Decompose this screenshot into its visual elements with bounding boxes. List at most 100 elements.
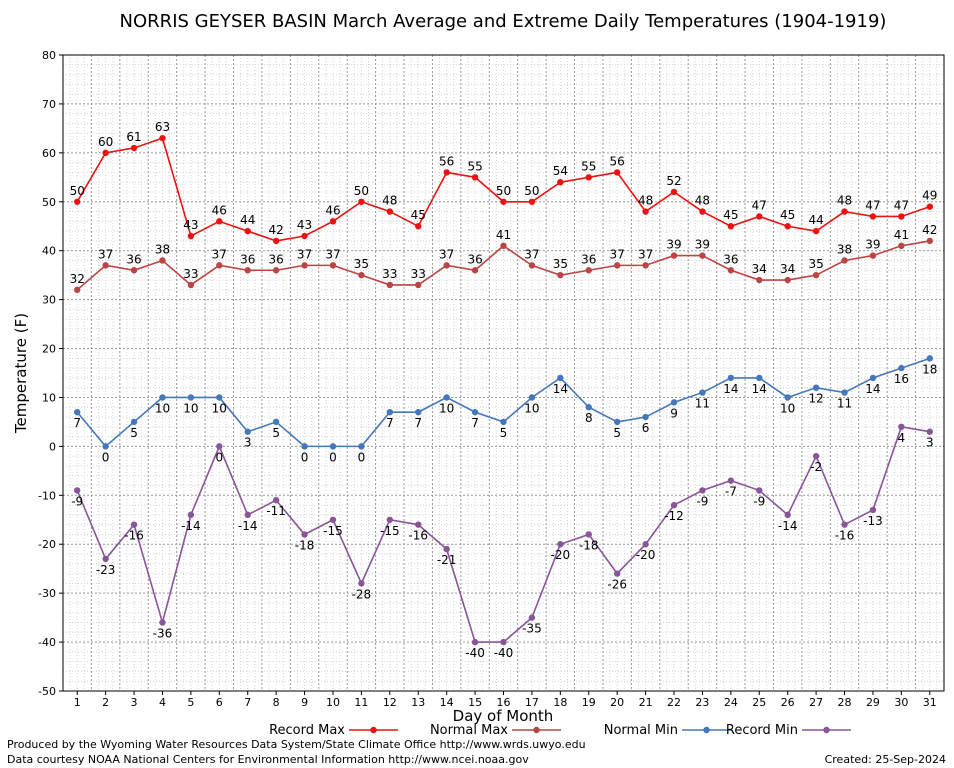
data-point — [642, 541, 649, 548]
data-label: 54 — [553, 164, 568, 178]
x-tick-label: 27 — [809, 696, 823, 709]
data-point — [500, 242, 507, 249]
x-tick-label: 11 — [354, 696, 368, 709]
data-point — [756, 213, 763, 220]
data-label: -18 — [295, 538, 315, 552]
data-point — [500, 198, 507, 205]
data-label: 46 — [212, 203, 227, 217]
data-label: 33 — [382, 267, 397, 281]
data-point — [102, 149, 109, 157]
data-point — [415, 521, 422, 528]
data-label: 10 — [439, 401, 454, 415]
data-point — [699, 252, 706, 259]
data-point — [557, 374, 564, 382]
data-point — [727, 223, 735, 230]
data-label: 55 — [581, 159, 596, 173]
data-point — [386, 516, 394, 523]
x-tick-label: 22 — [667, 696, 681, 709]
data-label: 35 — [354, 257, 369, 271]
data-label: 44 — [808, 213, 823, 227]
data-label: -11 — [266, 504, 286, 518]
data-point — [443, 169, 450, 176]
data-point — [926, 428, 933, 435]
data-label: -20 — [551, 548, 571, 562]
data-label: -14 — [778, 519, 798, 533]
data-label: 3 — [926, 436, 934, 450]
data-point — [301, 262, 308, 269]
data-label: -26 — [607, 578, 627, 592]
data-label: -2 — [810, 460, 822, 474]
data-point — [613, 570, 621, 577]
data-point — [926, 237, 933, 245]
data-label: 32 — [70, 272, 85, 286]
x-tick-label: 7 — [244, 696, 251, 709]
grid — [63, 55, 944, 691]
data-label: 5 — [613, 426, 621, 440]
data-point — [756, 374, 763, 382]
data-point — [898, 242, 905, 249]
data-label: 0 — [358, 450, 366, 464]
x-tick-label: 15 — [468, 696, 482, 709]
x-tick-label: 9 — [301, 696, 308, 709]
x-tick-label: 4 — [159, 696, 166, 709]
data-point — [898, 423, 905, 431]
x-tick-label: 16 — [497, 696, 511, 709]
x-tick-label: 2 — [102, 696, 109, 709]
data-label: 36 — [269, 252, 284, 266]
data-label: -13 — [863, 514, 883, 528]
x-tick-label: 30 — [894, 696, 908, 709]
y-tick-label: 10 — [42, 391, 56, 404]
legend-marker — [703, 726, 710, 734]
data-label: 50 — [354, 184, 369, 198]
data-label: 55 — [467, 159, 482, 173]
data-label: 48 — [638, 194, 653, 208]
data-label: 0 — [301, 450, 309, 464]
data-label: 52 — [666, 174, 681, 188]
data-label: 33 — [183, 267, 198, 281]
data-label: -16 — [408, 529, 428, 543]
footer-data-courtesy: Data courtesy NOAA National Centers for … — [7, 753, 529, 766]
data-label: -15 — [380, 524, 400, 538]
data-label: 43 — [183, 218, 198, 232]
data-point — [528, 394, 536, 401]
data-point — [159, 619, 166, 626]
data-point — [272, 267, 280, 274]
data-label: 61 — [126, 130, 141, 144]
data-point — [272, 497, 280, 504]
legend-item: Normal Min — [604, 723, 731, 738]
data-label: 37 — [638, 247, 653, 261]
data-point — [415, 408, 422, 416]
x-tick-label: 17 — [525, 696, 539, 709]
data-label: 39 — [695, 238, 710, 252]
data-point — [358, 580, 365, 587]
data-label: 39 — [666, 238, 681, 252]
data-point — [130, 267, 138, 274]
data-label: -7 — [725, 485, 737, 499]
data-point — [244, 267, 251, 274]
data-point — [727, 267, 735, 274]
data-label: 16 — [894, 372, 909, 386]
data-label: 44 — [240, 213, 255, 227]
data-label: 46 — [325, 203, 340, 217]
y-tick-label: -10 — [38, 489, 56, 502]
y-tick-label: 60 — [42, 147, 56, 160]
data-label: 47 — [752, 198, 767, 212]
data-label: 43 — [297, 218, 312, 232]
data-label: 56 — [610, 154, 625, 168]
data-label: 35 — [808, 257, 823, 271]
data-point — [386, 281, 394, 289]
footer-produced-by: Produced by the Wyoming Water Resources … — [7, 738, 586, 751]
data-point — [216, 218, 223, 225]
data-point — [102, 262, 109, 269]
data-label: 37 — [524, 247, 539, 261]
series-record-max: 50 60 61 63 43 46 44 42 43 46 50 48 45 56 55 50 50 54 55 56… — [70, 120, 937, 245]
data-label: -21 — [437, 553, 457, 567]
x-tick-label: 6 — [216, 696, 223, 709]
data-point — [244, 428, 251, 435]
data-label: 41 — [496, 228, 511, 242]
data-point — [244, 511, 251, 519]
data-point — [784, 394, 791, 401]
data-point — [756, 487, 763, 494]
x-tick-label: 8 — [273, 696, 280, 709]
data-label: 38 — [155, 242, 170, 256]
